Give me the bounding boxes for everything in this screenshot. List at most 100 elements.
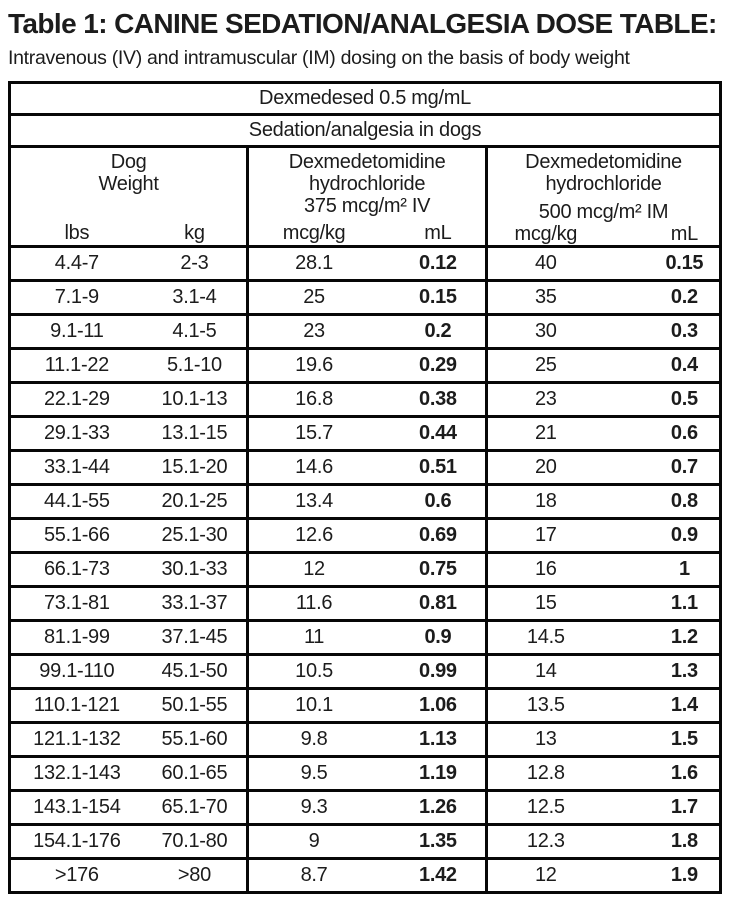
group-title-line: 375 mcg/m² IV — [304, 195, 431, 217]
table-row: 4.4-7 2-3 28.1 0.12 40 0.15 — [7, 245, 722, 282]
iv-mcg-kg-value: 23 — [303, 320, 325, 342]
iv-ml-value: 0.99 — [419, 660, 457, 682]
im-mcg-kg-value: 12.5 — [526, 796, 565, 818]
table-row: 121.1-132 55.1-60 9.8 1.13 13 1.5 — [7, 721, 722, 758]
im-mcg-kg-value: 21 — [534, 422, 557, 444]
iv-ml-value: 0.29 — [419, 354, 457, 376]
im-mcg-kg-value: 13.5 — [526, 694, 565, 716]
kg-value: 45.1-50 — [161, 660, 228, 682]
im-mcg-kg-value: 14.5 — [526, 626, 565, 648]
table-row: 110.1-121 50.1-55 10.1 1.06 13.5 1.4 — [7, 687, 722, 724]
dose-cell-group: 16.8 0.38 — [246, 381, 489, 418]
column-group-im-dose: Dexmedetomidine hydrochloride 500 mcg/m²… — [485, 145, 722, 248]
dose-cell-group: 121.1-132 55.1-60 — [7, 721, 250, 758]
table-row: >176 >80 8.7 1.42 12 1.9 — [7, 857, 722, 894]
dose-cell-group: 10.5 0.99 — [246, 653, 489, 690]
im-mcg-kg-value: 25 — [534, 354, 557, 376]
table-row: 33.1-44 15.1-20 14.6 0.51 20 0.7 — [7, 449, 722, 486]
iv-mcg-kg-value: 8.7 — [300, 864, 328, 886]
dose-cell-group: 99.1-110 45.1-50 — [7, 653, 250, 690]
table-row: 44.1-55 20.1-25 13.4 0.6 18 0.8 — [7, 483, 722, 520]
im-ml-value: 0.9 — [670, 524, 698, 546]
iv-ml-value: 1.06 — [419, 694, 457, 716]
dose-cell-group: 13.5 1.4 — [485, 687, 722, 724]
table-body: 4.4-7 2-3 28.1 0.12 40 0.15 7.1-9 3.1-4 25 0.15 35… — [7, 245, 722, 894]
iv-mcg-kg-value: 9.3 — [300, 796, 328, 818]
dose-cell-group: 40 0.15 — [485, 245, 722, 282]
indication-row: Sedation/analgesia in dogs — [8, 113, 722, 148]
dog-weight-group-title: Dog Weight — [13, 151, 245, 195]
table-row: 11.1-22 5.1-10 19.6 0.29 25 0.4 — [7, 347, 722, 384]
lbs-value: 29.1-33 — [43, 422, 110, 444]
dose-cell-group: 30 0.3 — [485, 313, 722, 350]
im-mcg-kg-value: 18 — [534, 490, 557, 512]
dose-cell-group: 55.1-66 25.1-30 — [7, 517, 250, 554]
dose-cell-group: 11.1-22 5.1-10 — [7, 347, 250, 384]
dose-cell-group: 8.7 1.42 — [246, 857, 489, 894]
dose-cell-group: 10.1 1.06 — [246, 687, 489, 724]
dose-cell-group: 12 0.75 — [246, 551, 489, 588]
kg-value: 25.1-30 — [161, 524, 228, 546]
iv-mcg-kg-value: 16.8 — [295, 388, 333, 410]
table-row: 22.1-29 10.1-13 16.8 0.38 23 0.5 — [7, 381, 722, 418]
iv-ml-value: 1.19 — [419, 762, 457, 784]
iv-mcg-kg-value: 10.5 — [295, 660, 333, 682]
dose-cell-group: 81.1-99 37.1-45 — [7, 619, 250, 656]
iv-ml-value: 0.38 — [419, 388, 457, 410]
dose-cell-group: 9.1-11 4.1-5 — [7, 313, 250, 350]
kg-value: 13.1-15 — [161, 422, 228, 444]
im-mcg-kg-value: 17 — [534, 524, 557, 546]
lbs-value: >176 — [54, 864, 99, 886]
dose-cell-group: 154.1-176 70.1-80 — [7, 823, 250, 860]
column-header-row: Dog Weight lbs kg Dexmedetomidine hydr — [7, 145, 722, 248]
lbs-value: 7.1-9 — [54, 286, 99, 308]
dose-cell-group: 18 0.8 — [485, 483, 722, 520]
group-title-line: hydrochloride — [309, 173, 426, 195]
iv-mcg-kg-value: 28.1 — [295, 252, 333, 274]
kg-value: 65.1-70 — [161, 796, 228, 818]
dose-cell-group: 15.7 0.44 — [246, 415, 489, 452]
im-ml-value: 1.2 — [670, 626, 698, 648]
iv-dose-unit-labels: mcg/kg mL — [251, 222, 484, 244]
iv-mcg-kg-value: 12 — [303, 558, 325, 580]
lbs-value: 9.1-11 — [50, 320, 104, 342]
iv-mcg-kg-value: 11.6 — [295, 592, 333, 614]
lbs-column-label: lbs — [64, 222, 90, 244]
im-ml-value: 1.5 — [670, 728, 698, 750]
indication-header: Sedation/analgesia in dogs — [8, 113, 722, 148]
dose-cell-group: 110.1-121 50.1-55 — [7, 687, 250, 724]
group-title-line: hydrochloride — [545, 173, 662, 195]
dose-cell-group: 132.1-143 60.1-65 — [7, 755, 250, 792]
kg-value: 20.1-25 — [161, 490, 228, 512]
im-ml-value: 0.5 — [670, 388, 698, 410]
table-row: 99.1-110 45.1-50 10.5 0.99 14 1.3 — [7, 653, 722, 690]
kg-value: 3.1-4 — [172, 286, 217, 308]
dose-cell-group: 22.1-29 10.1-13 — [7, 381, 250, 418]
dose-cell-group: 7.1-9 3.1-4 — [7, 279, 250, 316]
iv-ml-value: 0.69 — [419, 524, 457, 546]
lbs-value: 99.1-110 — [39, 660, 115, 682]
im-mcg-kg-value: 13 — [534, 728, 557, 750]
im-mcg-kg-value: 35 — [534, 286, 557, 308]
dose-cell-group: 14 1.3 — [485, 653, 722, 690]
im-mcg-kg-value: 12.8 — [526, 762, 565, 784]
group-title-line: Dexmedetomidine — [525, 151, 682, 173]
dose-cell-group: 23 0.5 — [485, 381, 722, 418]
im-ml-value: 0.4 — [670, 354, 698, 376]
iv-mcg-kg-value: 19.6 — [295, 354, 333, 376]
lbs-value: 66.1-73 — [43, 558, 110, 580]
lbs-value: 132.1-143 — [33, 762, 121, 784]
im-mcg-kg-value: 30 — [534, 320, 557, 342]
mcg-kg-column-label: mcg/kg — [282, 222, 346, 244]
table-row: 154.1-176 70.1-80 9 1.35 12.3 1.8 — [7, 823, 722, 860]
kg-value: 60.1-65 — [161, 762, 228, 784]
dose-table: Dexmedesed 0.5 mg/mL Sedation/analgesia … — [7, 81, 722, 894]
iv-dose-group-title: Dexmedetomidine hydrochloride 375 mcg/m²… — [251, 151, 484, 217]
kg-column-label: kg — [184, 222, 205, 244]
im-mcg-kg-value: 40 — [534, 252, 557, 274]
table-title: Table 1: CANINE SEDATION/ANALGESIA DOSE … — [8, 8, 717, 39]
dose-cell-group: 13 1.5 — [485, 721, 722, 758]
table-row: 29.1-33 13.1-15 15.7 0.44 21 0.6 — [7, 415, 722, 452]
dose-cell-group: 25 0.4 — [485, 347, 722, 384]
